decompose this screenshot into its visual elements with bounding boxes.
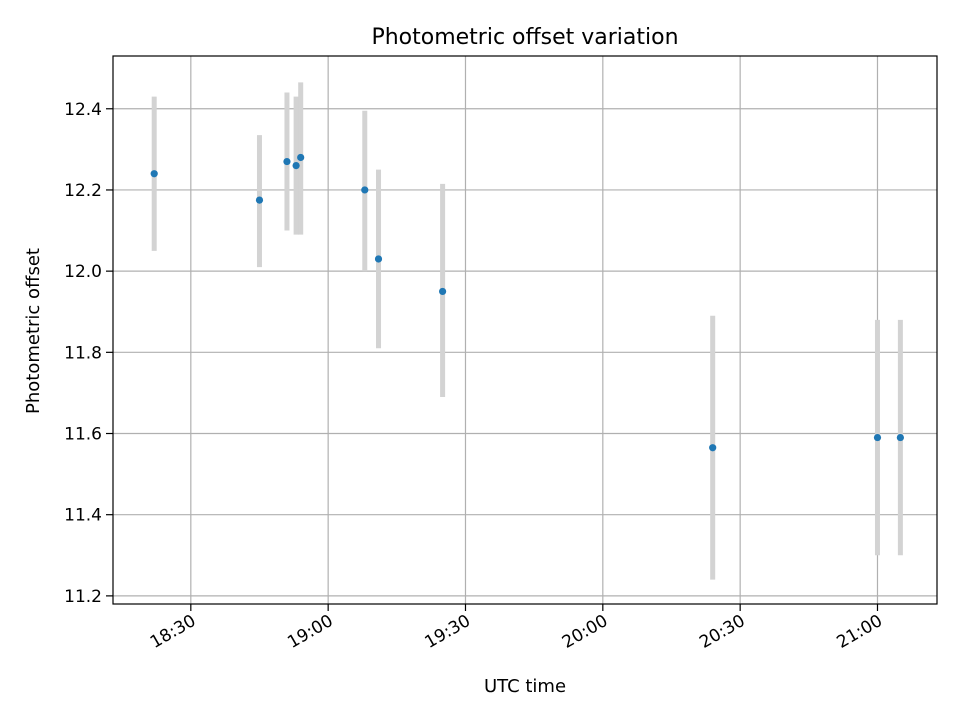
data-point	[283, 157, 291, 166]
chart-title: Photometric offset variation	[371, 25, 678, 50]
data-point	[439, 287, 447, 296]
y-tick-label: 11.6	[64, 425, 102, 445]
data-point	[709, 444, 717, 452]
data-points	[150, 153, 904, 452]
data-point	[896, 433, 904, 442]
x-axis-label: UTC time	[484, 676, 566, 697]
data-point	[374, 255, 383, 263]
data-point	[297, 153, 305, 162]
plot-area-frame	[112, 55, 938, 605]
data-point	[255, 196, 264, 204]
data-point	[361, 186, 369, 194]
y-tick-label: 12.0	[64, 262, 102, 282]
y-tick-label: 11.4	[64, 506, 102, 526]
y-tick-label: 11.8	[64, 343, 102, 363]
y-tick-label: 11.2	[64, 587, 102, 607]
y-tick-label: 12.4	[64, 100, 102, 120]
y-axis-label: Photometric offset	[23, 248, 44, 414]
data-point	[292, 162, 300, 170]
y-tick-label: 12.2	[64, 181, 102, 201]
data-point	[150, 170, 158, 178]
data-point	[873, 433, 882, 442]
